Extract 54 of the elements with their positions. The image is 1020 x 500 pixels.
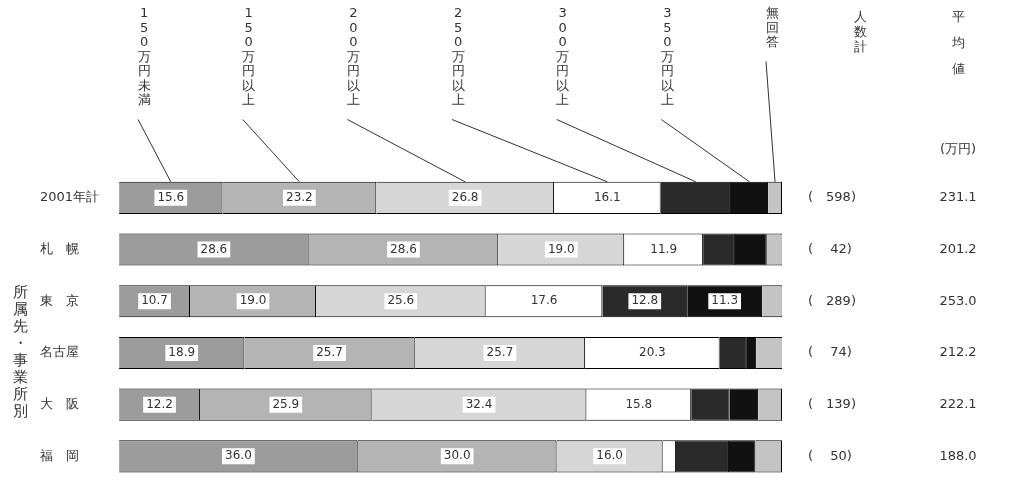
text: ( 598) bbox=[808, 189, 856, 205]
data-label: 25.7 bbox=[316, 345, 343, 360]
text: ( 74) bbox=[808, 344, 852, 360]
data-label: 10.7 bbox=[141, 293, 168, 308]
y-axis-title: 所属先・事業所別 bbox=[12, 283, 28, 421]
text: 無回答 bbox=[765, 5, 779, 50]
data-label: 18.9 bbox=[168, 345, 196, 360]
data-label: 25.7 bbox=[486, 345, 514, 360]
data-label: 11.3 bbox=[711, 293, 739, 308]
text: ( 289) bbox=[808, 292, 856, 308]
text: 350万円以上 bbox=[660, 5, 674, 108]
data-label: 16.0 bbox=[596, 448, 623, 463]
data-label: 16.1 bbox=[593, 189, 621, 204]
data-label: 19.0 bbox=[239, 293, 267, 308]
text: ( 50) bbox=[808, 447, 852, 463]
text: (万円) bbox=[939, 141, 977, 157]
text: 212.2 bbox=[939, 344, 977, 360]
y-tick-label: 福 岡 bbox=[40, 447, 79, 463]
text: 231.1 bbox=[939, 189, 977, 205]
text: 201.2 bbox=[939, 240, 977, 256]
data-label: 32.4 bbox=[465, 396, 493, 411]
text: 150万円以上 bbox=[242, 5, 256, 108]
y-tick-label: 東 京 bbox=[40, 292, 79, 308]
data-label: 19.0 bbox=[547, 241, 575, 256]
text: 250万円以上 bbox=[451, 5, 465, 108]
data-label: 25.9 bbox=[272, 396, 300, 411]
y-tick-label: 札 幌 bbox=[40, 240, 79, 256]
y-tick-label: 2001年計 bbox=[40, 189, 100, 205]
text: 300万円以上 bbox=[556, 5, 570, 108]
text: ( 42) bbox=[808, 240, 852, 256]
data-label: 28.6 bbox=[200, 241, 228, 256]
data-label: 15.8 bbox=[625, 396, 653, 411]
data-label: 36.0 bbox=[225, 448, 252, 463]
text: 188.0 bbox=[939, 447, 977, 463]
data-label: 12.8 bbox=[631, 293, 659, 308]
text: 人数計 bbox=[853, 9, 867, 55]
data-label: 15.6 bbox=[157, 189, 185, 204]
data-label: 20.3 bbox=[639, 345, 666, 360]
text: 222.1 bbox=[939, 396, 977, 412]
data-label: 17.6 bbox=[530, 293, 558, 308]
data-label: 23.2 bbox=[286, 189, 313, 204]
data-label: 28.6 bbox=[390, 241, 417, 256]
data-label: 11.9 bbox=[650, 241, 678, 256]
text: 150万円未満 bbox=[137, 5, 151, 108]
data-label: 30.0 bbox=[443, 448, 471, 463]
text: ( 139) bbox=[808, 396, 856, 412]
y-tick-label: 名古屋 bbox=[40, 344, 79, 360]
y-tick-label: 大 阪 bbox=[40, 396, 79, 412]
text: 200万円以上 bbox=[346, 5, 360, 108]
text: 平均値 bbox=[950, 9, 965, 77]
data-label: 26.8 bbox=[451, 189, 479, 204]
data-label: 25.6 bbox=[387, 293, 415, 308]
text: 253.0 bbox=[939, 292, 977, 308]
data-label: 12.2 bbox=[146, 396, 173, 411]
